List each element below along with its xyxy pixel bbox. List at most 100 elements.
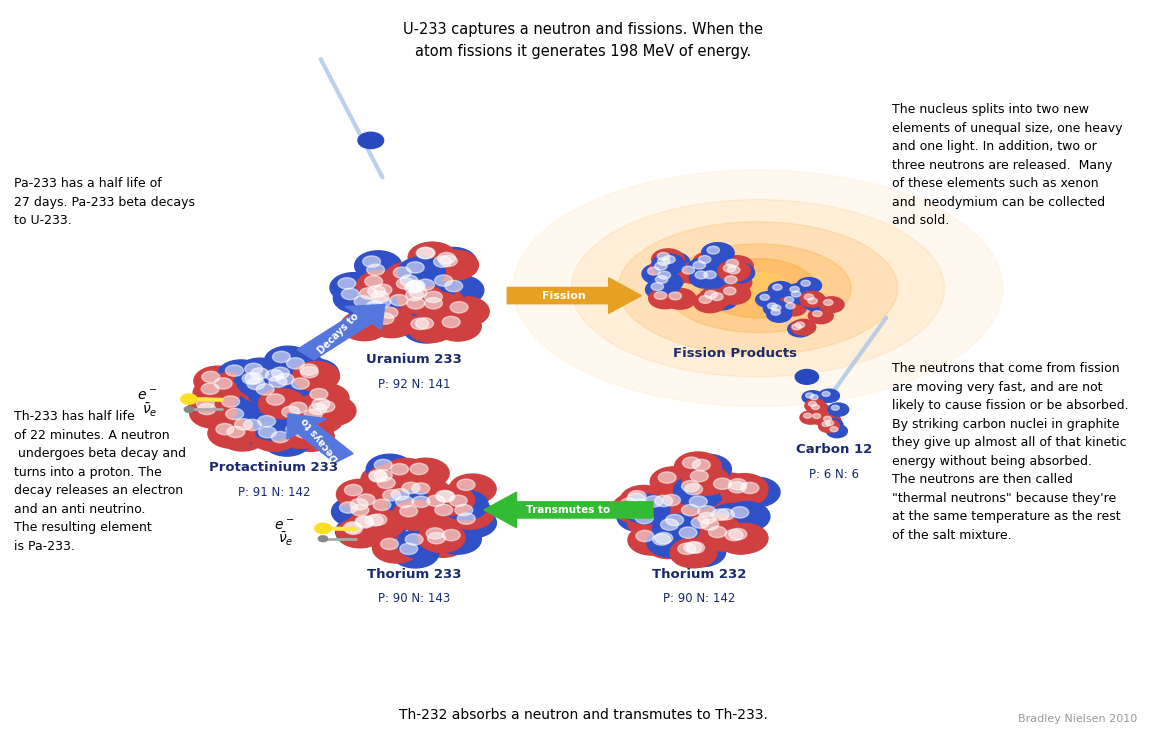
Circle shape (435, 275, 452, 286)
Circle shape (658, 252, 690, 273)
Circle shape (347, 511, 394, 540)
Circle shape (293, 361, 339, 391)
Circle shape (721, 477, 767, 506)
Circle shape (655, 532, 673, 544)
Circle shape (653, 514, 700, 544)
Circle shape (287, 358, 304, 369)
Circle shape (690, 501, 737, 531)
Circle shape (356, 517, 373, 528)
Circle shape (406, 281, 424, 292)
Circle shape (427, 495, 445, 506)
Circle shape (398, 285, 444, 314)
Circle shape (218, 403, 265, 433)
Circle shape (690, 508, 737, 537)
Circle shape (409, 287, 427, 298)
Circle shape (237, 368, 285, 398)
Circle shape (373, 499, 391, 511)
Text: $e^-$: $e^-$ (274, 519, 294, 532)
Circle shape (416, 293, 464, 322)
Circle shape (698, 268, 731, 288)
Circle shape (243, 363, 289, 392)
Circle shape (237, 358, 283, 388)
Text: $\bar{\nu}_e$: $\bar{\nu}_e$ (142, 401, 157, 419)
Circle shape (301, 367, 318, 378)
Circle shape (310, 389, 328, 400)
Circle shape (382, 489, 401, 501)
Circle shape (823, 416, 831, 421)
Circle shape (365, 291, 412, 321)
Circle shape (791, 319, 816, 335)
Circle shape (703, 504, 750, 534)
Circle shape (405, 282, 422, 293)
Circle shape (655, 276, 668, 284)
Ellipse shape (725, 273, 789, 304)
Circle shape (684, 454, 731, 484)
Circle shape (365, 494, 412, 524)
Circle shape (612, 493, 659, 522)
Circle shape (370, 471, 387, 483)
Circle shape (257, 384, 274, 395)
Circle shape (302, 384, 349, 413)
Circle shape (826, 420, 834, 426)
Circle shape (642, 264, 675, 285)
Circle shape (227, 426, 245, 437)
Circle shape (370, 472, 416, 502)
Circle shape (278, 418, 325, 449)
Circle shape (721, 256, 753, 276)
Circle shape (354, 251, 401, 281)
Circle shape (202, 383, 219, 395)
Ellipse shape (665, 244, 851, 333)
Circle shape (340, 311, 388, 341)
Circle shape (292, 378, 309, 389)
Circle shape (679, 537, 725, 567)
Text: Bradley Nielsen 2010: Bradley Nielsen 2010 (1018, 714, 1137, 724)
Circle shape (368, 514, 387, 525)
Circle shape (652, 254, 684, 275)
Circle shape (251, 368, 268, 379)
Circle shape (647, 268, 660, 275)
Circle shape (658, 271, 670, 279)
Circle shape (336, 517, 382, 546)
Circle shape (392, 270, 440, 300)
Circle shape (682, 266, 695, 274)
Circle shape (359, 281, 407, 310)
Circle shape (676, 262, 709, 283)
Circle shape (437, 276, 484, 305)
Circle shape (343, 500, 391, 529)
Circle shape (689, 496, 708, 507)
Text: Thorium 233: Thorium 233 (366, 568, 462, 581)
Circle shape (655, 495, 673, 507)
Circle shape (436, 491, 454, 502)
Circle shape (312, 398, 330, 409)
Circle shape (426, 528, 444, 539)
Circle shape (366, 264, 385, 276)
Circle shape (406, 262, 424, 273)
Text: Th-233 has half life
of 22 minutes. A neutron
 undergoes beta decay and
turns in: Th-233 has half life of 22 minutes. A ne… (14, 410, 187, 553)
Circle shape (283, 372, 330, 403)
Circle shape (361, 509, 408, 539)
Circle shape (396, 278, 414, 289)
Text: The nucleus splits into two new
elements of unequal size, one heavy
and one ligh: The nucleus splits into two new elements… (892, 103, 1123, 228)
Circle shape (359, 259, 406, 289)
Circle shape (808, 402, 829, 415)
Circle shape (315, 523, 331, 534)
Circle shape (318, 536, 328, 542)
Circle shape (693, 514, 739, 544)
Circle shape (729, 482, 746, 493)
Circle shape (709, 526, 726, 538)
Circle shape (349, 489, 396, 519)
FancyArrow shape (287, 414, 353, 463)
Circle shape (767, 303, 777, 309)
Circle shape (440, 255, 457, 267)
Circle shape (202, 371, 219, 383)
Circle shape (384, 483, 430, 514)
Circle shape (251, 421, 297, 452)
FancyArrow shape (484, 492, 653, 528)
Circle shape (333, 283, 380, 313)
Circle shape (627, 493, 645, 504)
Circle shape (206, 372, 253, 403)
Ellipse shape (571, 200, 944, 377)
Circle shape (728, 266, 740, 274)
Circle shape (342, 288, 359, 300)
Circle shape (658, 257, 670, 265)
